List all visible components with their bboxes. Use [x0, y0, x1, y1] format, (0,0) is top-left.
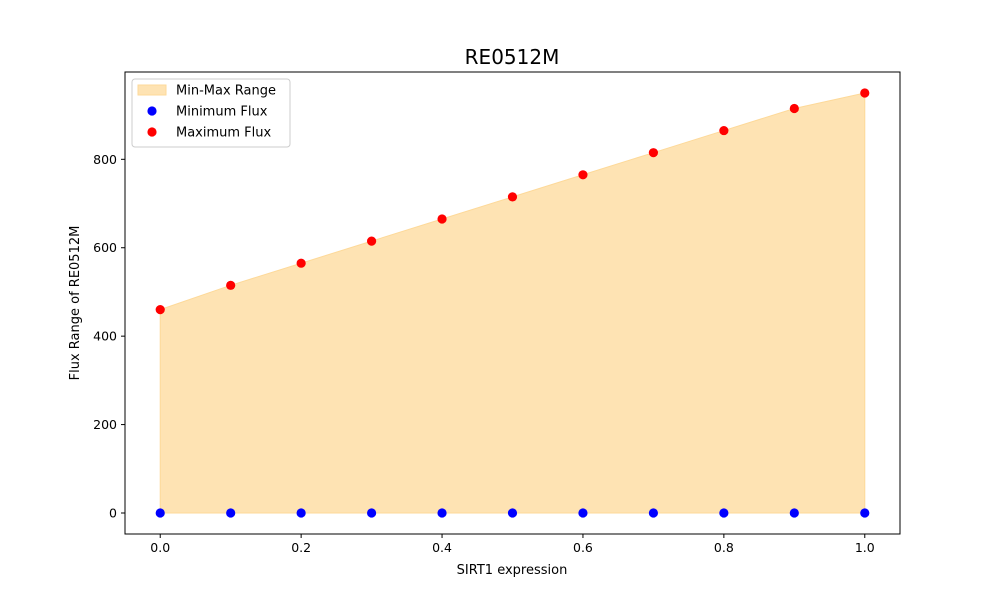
legend: Min-Max Range Minimum Flux Maximum Flux: [131, 78, 291, 148]
y-axis: 0 200 400 600 800: [93, 152, 125, 521]
minimum-flux-point: [789, 508, 799, 518]
legend-marker: [147, 106, 157, 116]
y-tick-label: 600: [93, 240, 117, 255]
minimum-flux-point: [507, 508, 518, 518]
maximum-flux-point: [437, 214, 447, 224]
minimum-flux-point: [860, 508, 870, 518]
y-axis-label: Flux Range of RE0512M: [68, 226, 83, 381]
x-tick-label: 0.4: [432, 540, 452, 555]
minimum-flux-point: [437, 508, 447, 518]
chart-title: RE0512M: [465, 45, 560, 69]
minimum-flux-point: [719, 508, 729, 518]
x-tick-label: 0.2: [291, 540, 311, 555]
minimum-flux-point: [366, 508, 377, 518]
minimum-flux-point: [648, 508, 659, 518]
x-tick-label: 0.6: [573, 540, 593, 555]
maximum-flux-point: [648, 148, 659, 158]
maximum-flux-point: [719, 125, 729, 136]
legend-box: [131, 78, 291, 148]
y-tick-label: 800: [93, 152, 117, 167]
minimum-flux-point: [578, 508, 588, 518]
minimum-flux-point: [296, 508, 306, 518]
maximum-flux-point: [155, 305, 165, 315]
maximum-flux-point: [578, 170, 588, 180]
y-tick-label: 200: [93, 417, 117, 432]
min-max-range-area: [159, 92, 866, 514]
x-tick-label: 0.8: [714, 540, 734, 555]
legend-label: Minimum Flux: [176, 105, 268, 120]
legend-label: Maximum Flux: [176, 126, 272, 141]
legend-swatch-range: [137, 84, 167, 96]
legend-label: Min-Max Range: [176, 84, 276, 99]
x-tick-label: 1.0: [855, 540, 875, 555]
maximum-flux-point: [860, 88, 870, 98]
x-tick-label: 0.0: [150, 540, 170, 555]
legend-marker: [147, 127, 157, 137]
minimum-flux-point: [226, 508, 236, 518]
x-axis: 0.0 0.2 0.4 0.6 0.8 1.0: [150, 534, 875, 555]
maximum-flux-point: [507, 192, 518, 202]
x-axis-label: SIRT1 expression: [457, 563, 568, 578]
maximum-flux-point: [789, 103, 799, 114]
y-tick-label: 0: [109, 506, 117, 521]
plot-frame: [124, 71, 901, 535]
plot-area: [155, 88, 870, 518]
y-tick-label: 400: [93, 329, 117, 344]
maximum-flux-point: [366, 236, 377, 246]
minimum-flux-point: [155, 508, 165, 518]
maximum-flux-point: [226, 280, 236, 290]
maximum-flux-point: [296, 258, 306, 268]
